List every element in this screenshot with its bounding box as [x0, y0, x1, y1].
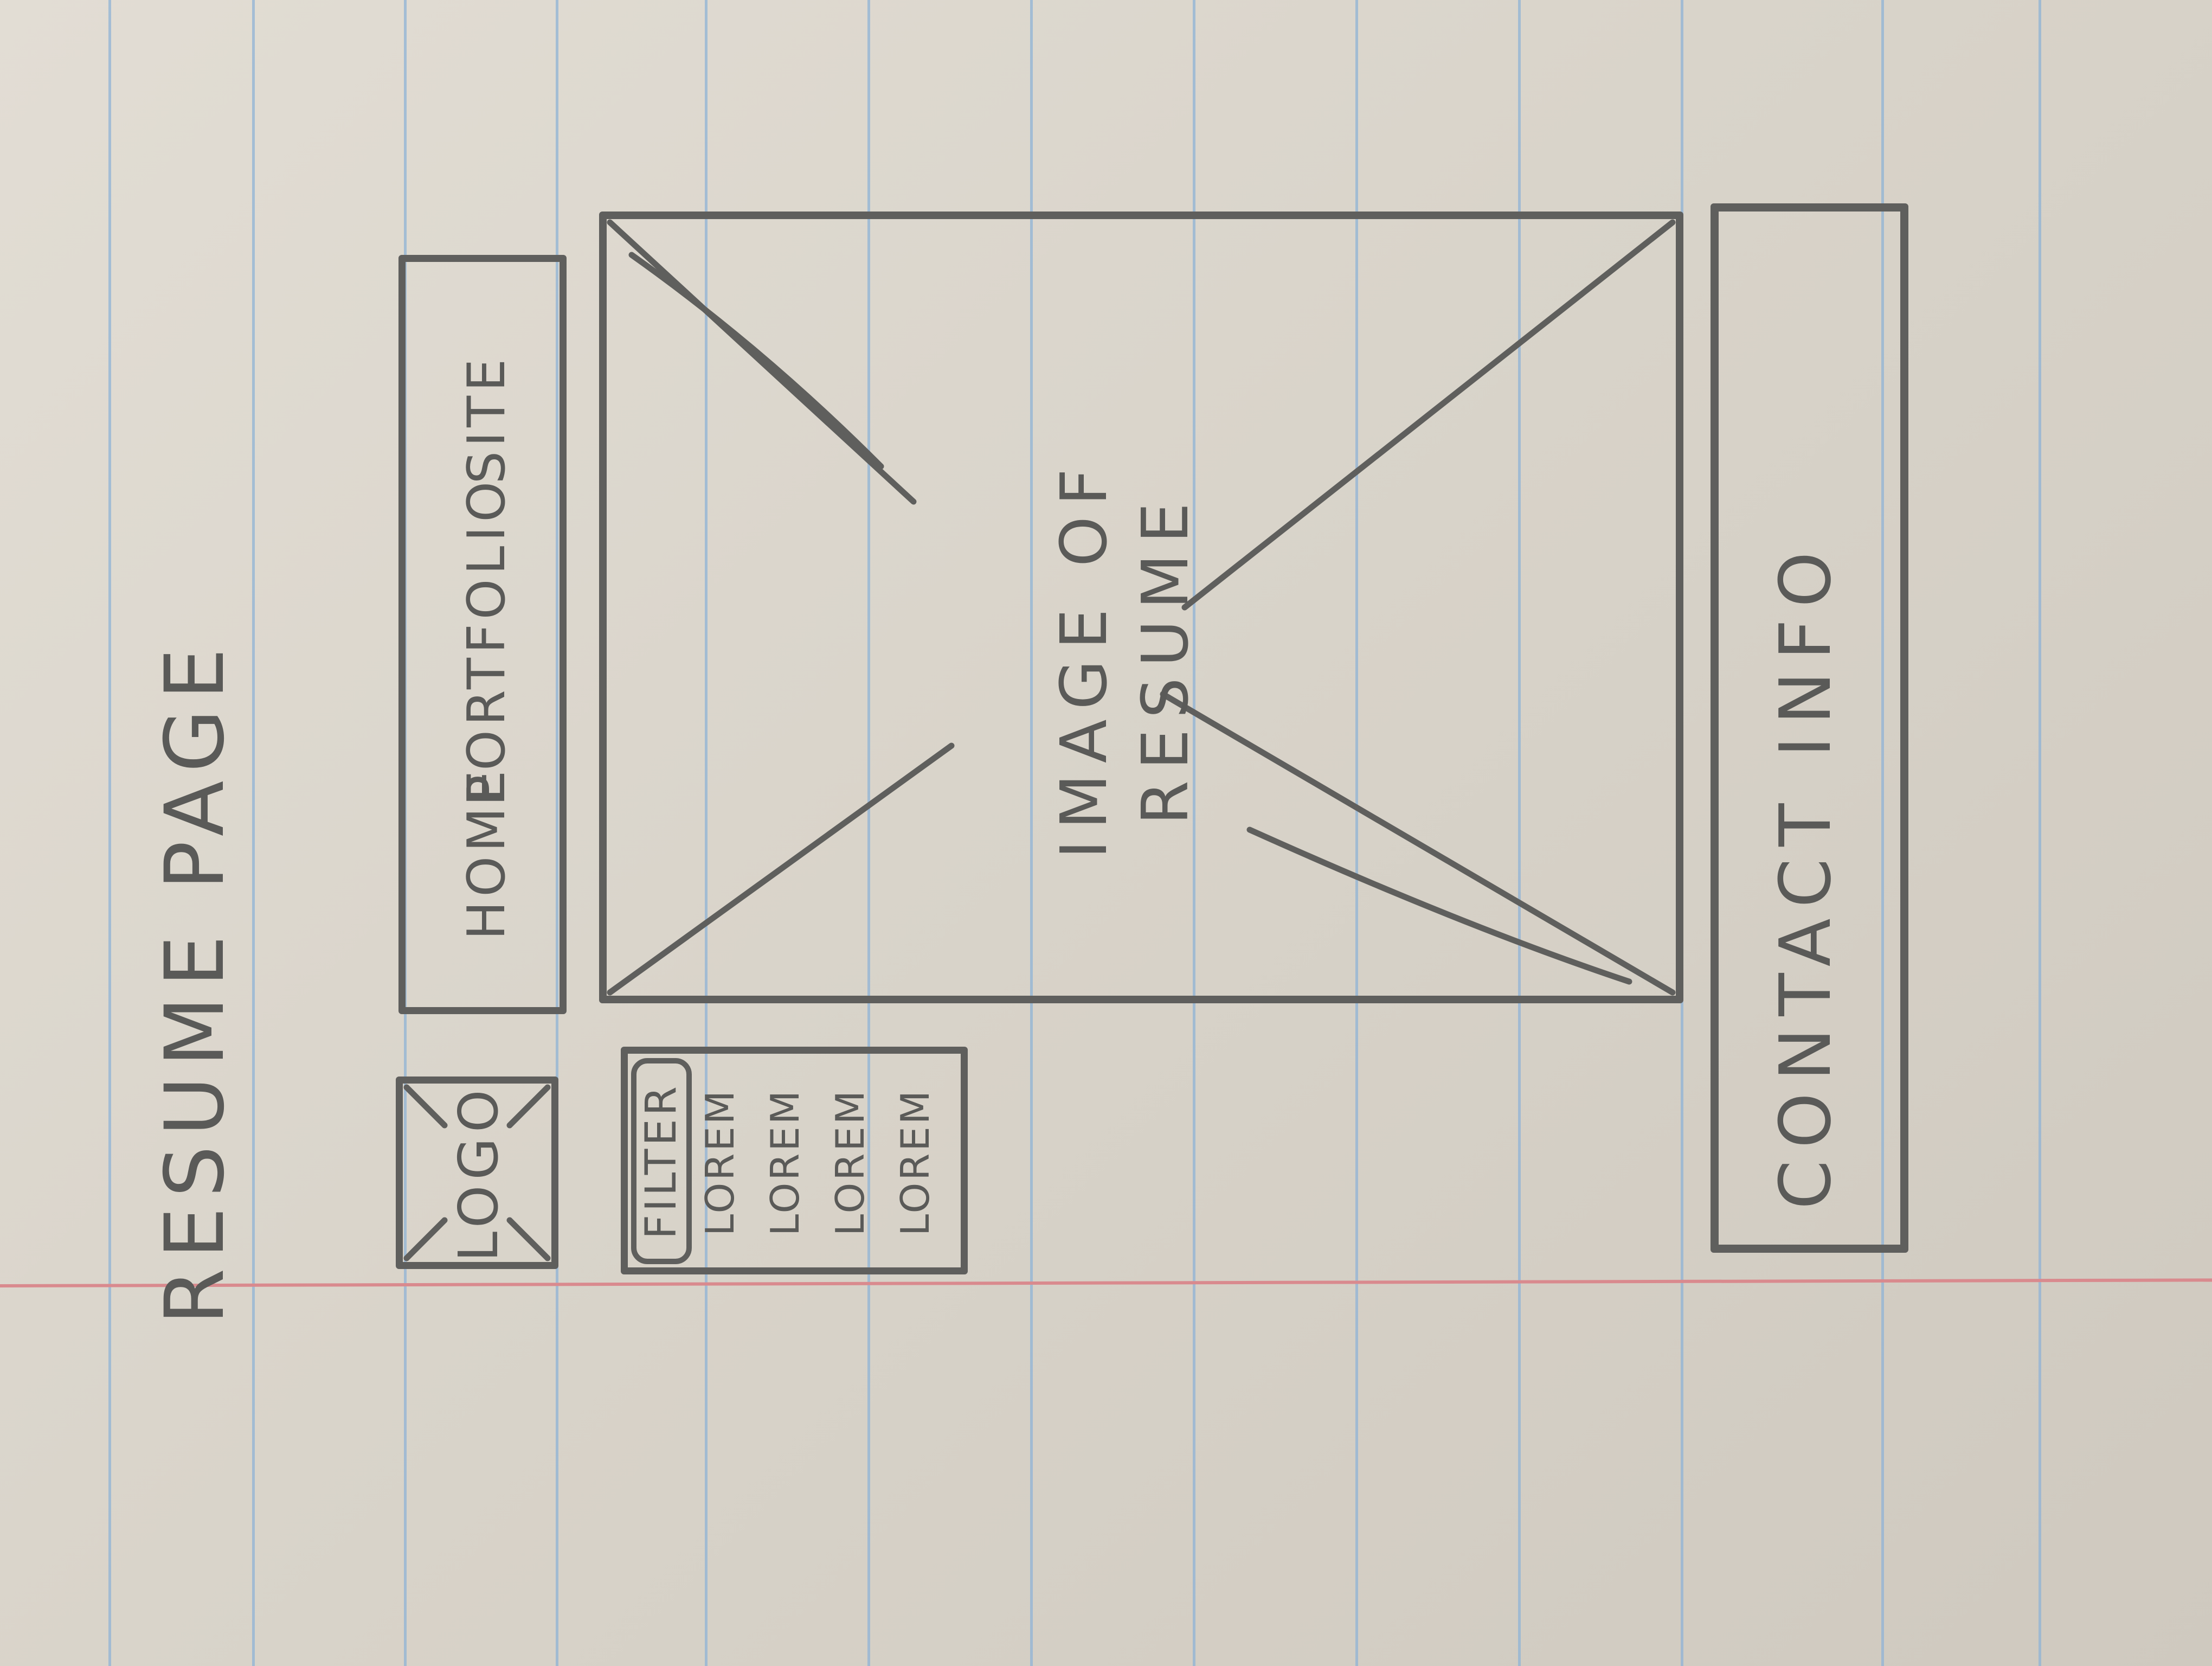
resume-image-label-line2: RESUME: [1128, 491, 1203, 825]
ruled-line: [867, 0, 870, 1666]
filter-label: FILTER: [637, 1083, 686, 1239]
resume-image-label-line1: IMAGE OF: [1046, 458, 1121, 859]
contact-info-bar: CONTACT INFO: [1711, 203, 1908, 1253]
nav-item-site[interactable]: SITE: [457, 354, 517, 484]
filter-item[interactable]: LOREM: [762, 1088, 808, 1236]
filter-item[interactable]: LOREM: [892, 1088, 938, 1236]
ruled-line: [252, 0, 255, 1666]
contact-info-label[interactable]: CONTACT INFO: [1764, 540, 1847, 1210]
ruled-line: [1881, 0, 1884, 1666]
resume-image-placeholder: IMAGE OF RESUME: [599, 212, 1683, 1003]
ruled-line: [556, 0, 558, 1666]
ruled-line: [1518, 0, 1521, 1666]
image-placeholder-icon: [607, 219, 1676, 996]
ruled-line: [108, 0, 111, 1666]
margin-line: [0, 1278, 2212, 1287]
ruled-line: [705, 0, 708, 1666]
nav-bar: HOME PORTFOLIO SITE: [398, 255, 567, 1014]
resume-image-label: IMAGE OF RESUME: [1043, 387, 1217, 930]
filter-item[interactable]: LOREM: [697, 1088, 743, 1236]
logo-box[interactable]: LOGO: [396, 1077, 558, 1269]
ruled-line: [1030, 0, 1033, 1666]
page-title: RESUME PAGE: [148, 638, 242, 1325]
filter-panel: FILTER LOREM LOREM LOREM LOREM: [621, 1047, 968, 1274]
logo-placeholder-icon: [403, 1084, 551, 1261]
filter-label-box[interactable]: FILTER: [631, 1058, 692, 1264]
ruled-line: [1193, 0, 1195, 1666]
ruled-line: [1355, 0, 1358, 1666]
ruled-line: [2039, 0, 2041, 1666]
filter-item[interactable]: LOREM: [827, 1088, 873, 1236]
logo-label: LOGO: [447, 1084, 510, 1262]
